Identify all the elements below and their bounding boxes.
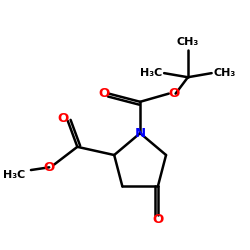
Text: CH₃: CH₃ (177, 37, 199, 47)
Text: O: O (152, 214, 164, 226)
Text: O: O (168, 87, 179, 100)
Text: O: O (98, 87, 110, 100)
Text: O: O (57, 112, 68, 125)
Text: H₃C: H₃C (3, 170, 25, 180)
Text: CH₃: CH₃ (213, 68, 235, 78)
Text: H₃C: H₃C (140, 68, 163, 78)
Text: O: O (44, 161, 55, 174)
Text: N: N (134, 127, 146, 140)
